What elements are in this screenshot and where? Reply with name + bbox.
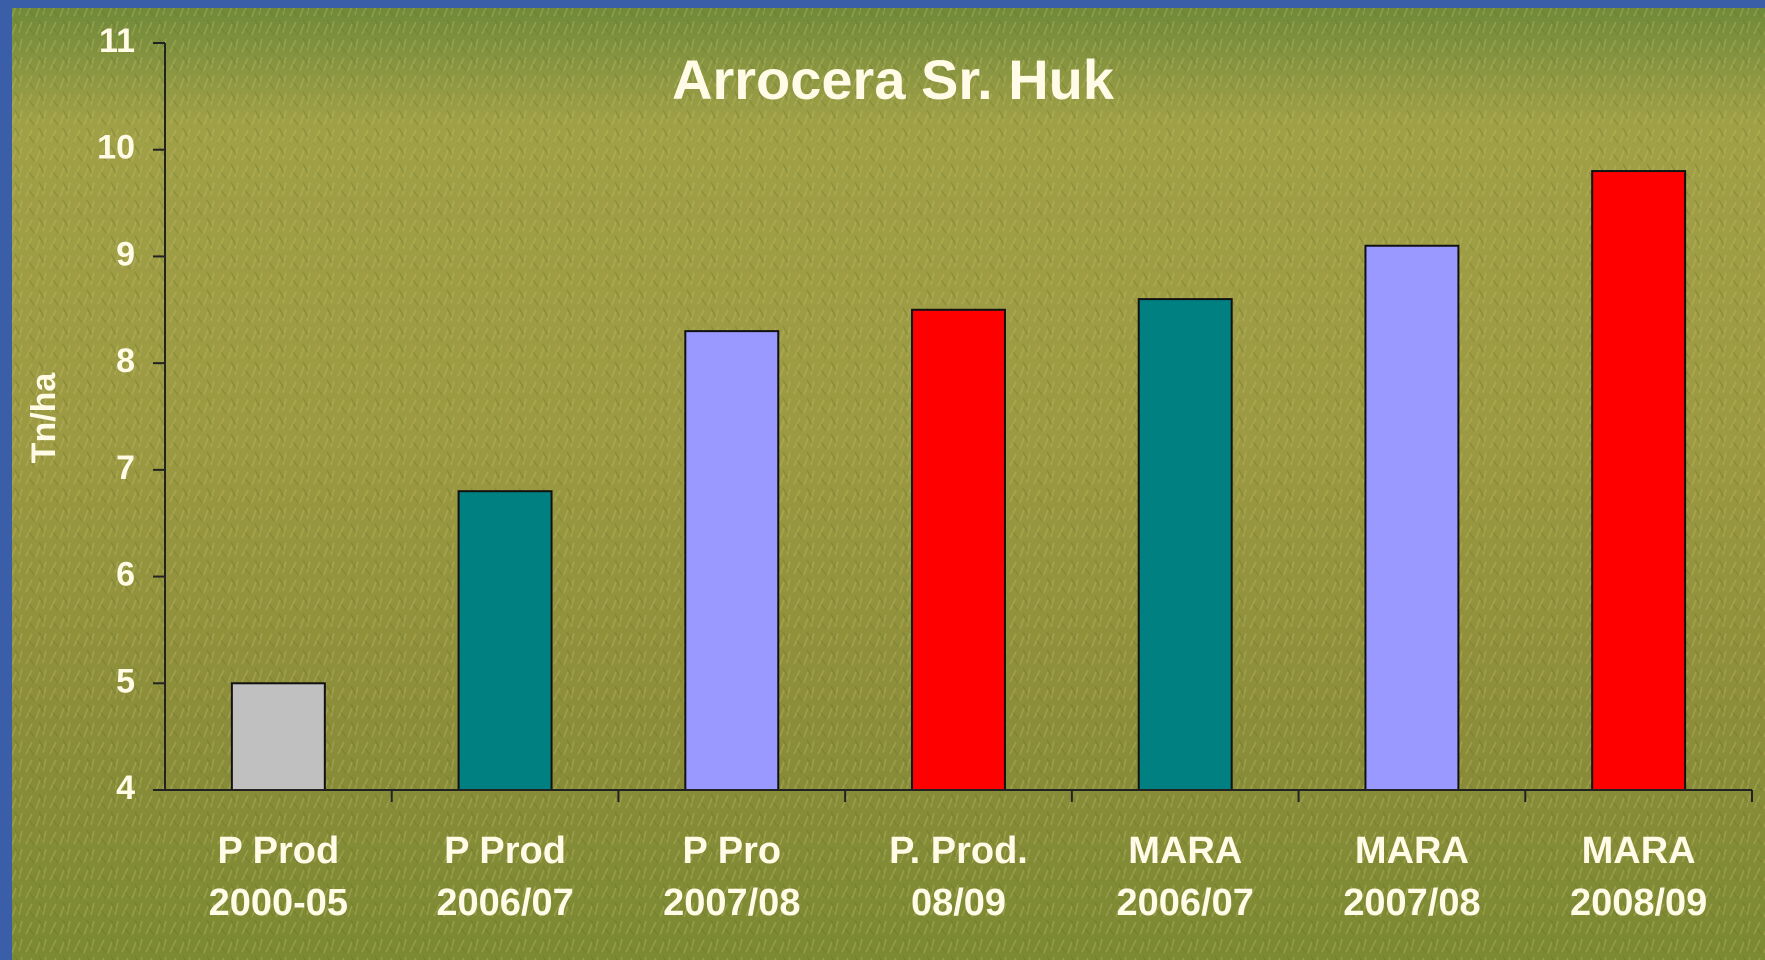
y-tick-label: 4 [116,769,135,807]
y-tick-label: 5 [116,662,135,700]
bar [1364,244,1460,791]
x-tick-label-line: P Prod [444,830,566,872]
y-tick-label: 7 [116,449,135,487]
y-tick-label: 6 [116,556,135,594]
bar [230,682,326,791]
x-tick-label-line: 2007/08 [663,882,800,924]
bar [457,490,553,791]
x-tick-label-line: 08/09 [911,882,1006,924]
x-tick-label-line: 2006/07 [436,882,573,924]
x-tick-label: P Pro 2007/08 [663,830,800,924]
chart-title: Arrocera Sr. Huk [672,48,1115,111]
x-tick-label-line: 2008/09 [1570,882,1707,924]
y-axis-label: Tn/ha [25,372,63,464]
x-tick-label-line: 2000-05 [209,882,348,924]
bar [684,330,780,791]
bar [1591,170,1687,792]
y-tick-label: 9 [116,235,135,273]
bar [1137,298,1233,791]
background-texture [12,8,1765,960]
x-tick-label: P Prod 2006/07 [436,830,573,924]
x-tick-label-line: MARA [1355,830,1469,872]
x-tick-label-line: P. Prod. [889,830,1028,872]
y-tick-label: 10 [97,129,135,167]
x-tick-label-line: P Prod [217,830,339,872]
x-tick-label-line: MARA [1128,830,1242,872]
x-tick-label-line: 2007/08 [1343,882,1480,924]
x-tick-label: MARA 2006/07 [1117,830,1254,924]
x-tick-label-line: P Pro [683,830,782,872]
x-tick-label-line: 2006/07 [1117,882,1254,924]
bar [911,308,1006,791]
x-tick-label: MARA 2007/08 [1343,830,1480,924]
x-tick-label: P Prod 2000-05 [209,830,348,924]
x-tick-label: MARA 2008/09 [1570,830,1707,924]
x-tick-label-line: MARA [1582,830,1696,872]
y-tick-label: 8 [116,342,135,380]
x-tick-label: P. Prod. 08/09 [889,830,1028,924]
y-tick-label: 11 [99,22,135,60]
